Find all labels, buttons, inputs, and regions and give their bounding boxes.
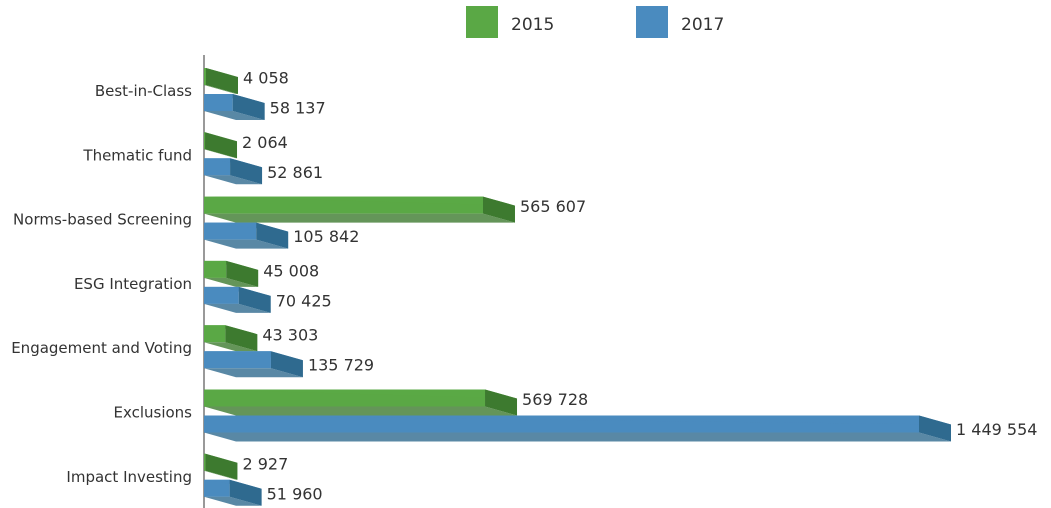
bar-side-face (205, 453, 238, 480)
bar-2015 (204, 260, 227, 278)
bar-side-face (238, 286, 271, 313)
legend-label-2017: 2017 (681, 15, 724, 35)
data-label: 43 303 (262, 326, 318, 345)
data-label: 569 728 (522, 390, 588, 409)
bar-bottom-face (204, 213, 515, 223)
bar-bottom-face (204, 149, 238, 159)
bar-bottom-face (204, 406, 518, 416)
bar-bottom-face (204, 496, 262, 506)
bar-side-face (256, 222, 289, 249)
data-label: 1 449 554 (956, 420, 1037, 439)
data-label: 105 842 (293, 227, 359, 246)
category-label: Norms-based Screening (13, 211, 192, 229)
bar-side-face (226, 260, 259, 287)
bar-2017 (204, 158, 231, 176)
bar-bottom-face (204, 303, 271, 313)
data-label: 58 137 (270, 99, 326, 118)
data-label: 2 927 (242, 454, 288, 473)
category-label: Exclusions (114, 404, 193, 422)
bar-2017 (204, 286, 239, 304)
bar-2015 (204, 325, 226, 343)
bar-side-face (482, 196, 515, 223)
bar-2015 (204, 68, 207, 85)
category-label: Impact Investing (66, 468, 192, 486)
bar-side-face (205, 132, 238, 159)
bar-2017 (204, 479, 230, 497)
bar-side-face (225, 325, 258, 352)
bar-top-face (204, 222, 289, 232)
bar-bottom-face (204, 470, 238, 480)
bar-side-face (485, 389, 518, 416)
legend-swatch-2017 (636, 6, 668, 38)
bar-2015 (204, 132, 206, 150)
bar-top-face (204, 196, 515, 206)
bar-2017 (204, 222, 257, 240)
bar-bottom-face (204, 239, 289, 249)
bar-bottom-face (204, 85, 239, 94)
bar-side-face (919, 415, 951, 442)
bar-bottom-face (204, 432, 951, 442)
bar-side-face (270, 351, 303, 378)
bar-side-face (230, 158, 263, 185)
legend-label-2015: 2015 (511, 15, 554, 35)
data-label: 2 064 (242, 133, 288, 152)
data-label: 45 008 (263, 261, 319, 280)
bar-side-face (206, 68, 239, 94)
category-label: ESG Integration (74, 275, 192, 293)
bar-bottom-face (204, 368, 303, 378)
bar-bottom-face (204, 111, 265, 120)
bar-bottom-face (204, 175, 263, 185)
bar-top-face (204, 415, 951, 425)
data-label: 52 861 (267, 163, 323, 182)
data-label: 4 058 (243, 69, 289, 88)
legend-swatch-2015 (466, 6, 498, 38)
bar-2017 (204, 94, 233, 111)
category-label: Thematic fund (82, 146, 192, 164)
category-label: Best-in-Class (95, 82, 192, 100)
bar-side-face (232, 94, 265, 120)
data-label: 565 607 (520, 197, 586, 216)
bar-bottom-face (204, 342, 258, 352)
bar-bottom-face (204, 277, 259, 287)
bar-side-face (229, 479, 262, 506)
category-label: Engagement and Voting (11, 339, 192, 357)
bar-top-face (204, 389, 518, 399)
data-label: 51 960 (267, 484, 323, 503)
bar-2015 (204, 453, 206, 471)
data-label: 135 729 (308, 356, 374, 375)
data-label: 70 425 (276, 291, 332, 310)
